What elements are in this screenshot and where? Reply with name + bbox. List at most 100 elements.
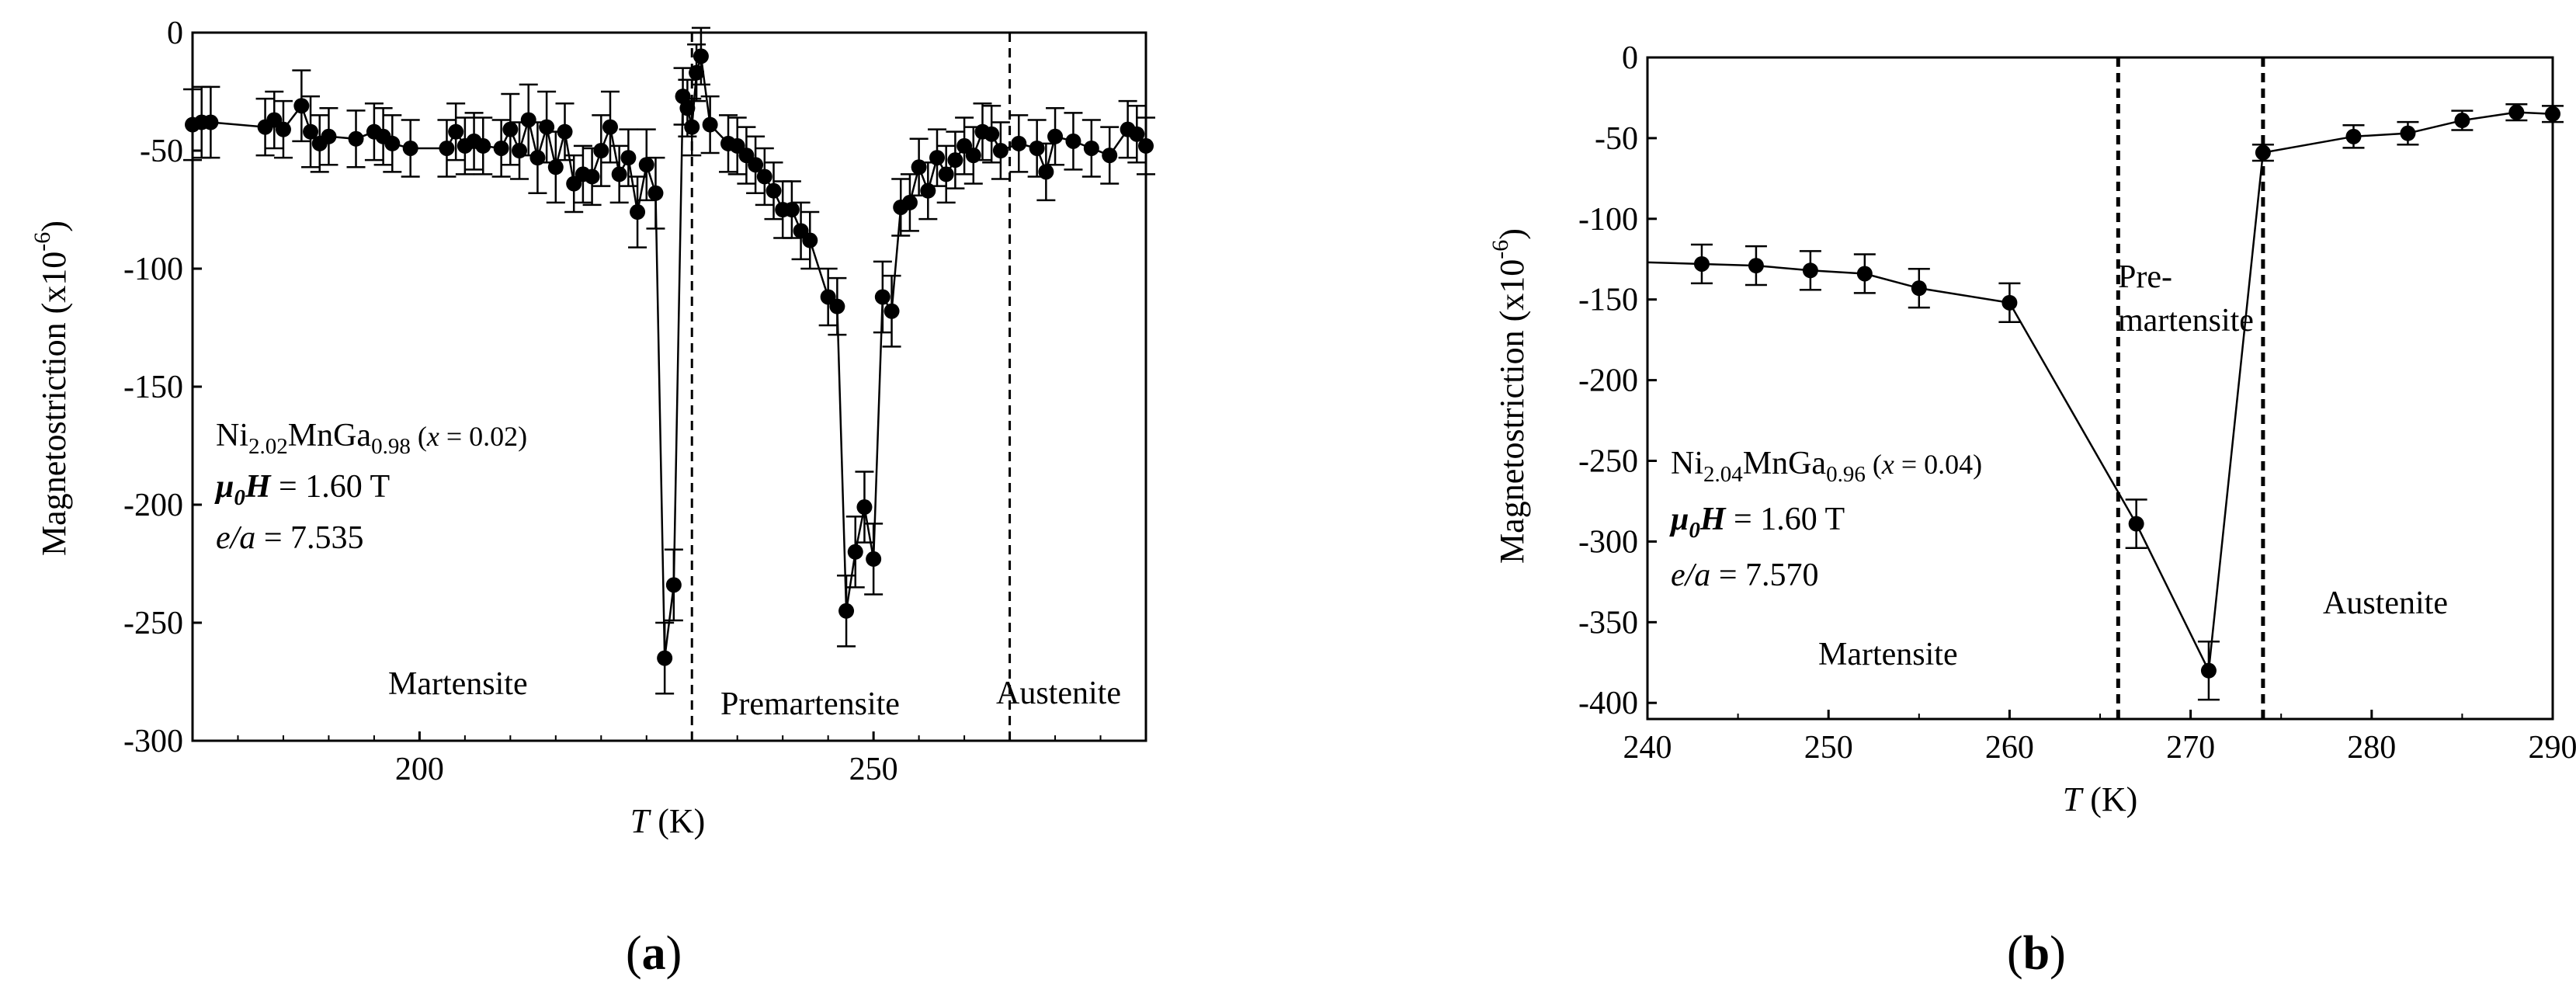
panel-b-data-point	[2255, 144, 2271, 161]
panel-a-label: (a)	[626, 927, 682, 980]
panel-b-marks	[1647, 57, 2564, 719]
panel-b-label-close: )	[2050, 927, 2066, 980]
panel-b-x-tick-label: 250	[1804, 730, 1853, 766]
panel-b-comp-base1: Ni	[1671, 446, 1703, 481]
panel-a-data-point	[303, 123, 319, 140]
panel-a-data-point	[547, 159, 564, 175]
panel-a-data-point	[847, 544, 863, 560]
panel-b-comp-base2: MnGa	[1743, 446, 1827, 481]
panel-a-ea-rest: = 7.535	[255, 520, 363, 556]
panel-b-x-axis-var: T	[2063, 780, 2085, 818]
panel-a-comp-note-rest: = 0.02)	[439, 421, 527, 452]
panel-a-data-point	[693, 48, 709, 64]
panel-b-ticks: 0 -50 -100 -150 -200 -250 -300 -350 -400 240 250 26…	[1578, 40, 2576, 766]
panel-b-data-point	[2128, 516, 2144, 532]
panel-b-data-point	[2454, 113, 2470, 129]
panel-b-y-tick-label: -200	[1578, 363, 1638, 399]
panel-a-data-point	[439, 140, 455, 156]
panel-a-x-axis-title: T (K)	[630, 802, 706, 840]
panel-a-data-point	[838, 603, 855, 619]
panel-a-data-point	[638, 157, 654, 173]
panel-a-label-close: )	[666, 927, 682, 980]
panel-b: 0 -50 -100 -150 -200 -250 -300 -350 -400 240 250 26…	[1488, 40, 2576, 980]
panel-b-field-mu: μ	[1669, 502, 1689, 537]
panel-b-field-sub: 0	[1689, 518, 1700, 543]
panel-b-data-point	[2200, 662, 2217, 679]
panel-b-y-axis-title-close: )	[1493, 228, 1531, 240]
panel-a-y-tick-label: -50	[140, 134, 183, 169]
panel-a-data-point	[584, 168, 600, 185]
panel-a-data-point	[630, 204, 646, 221]
panel-a-data-point	[901, 194, 918, 210]
panel-b-comp-note-rest: = 0.04)	[1894, 449, 1982, 480]
panel-b-y-tick-label: -150	[1578, 283, 1638, 318]
panel-a-region-martensite: Martensite	[388, 666, 528, 702]
panel-b-comp-sub2: 0.96	[1826, 462, 1866, 487]
panel-b-x-tick-label: 240	[1623, 730, 1672, 766]
panel-a-data-point	[657, 650, 673, 666]
panel-a-data-point	[602, 119, 618, 135]
panel-a-data-point	[866, 551, 882, 567]
panel-b-region-austenite: Austenite	[2323, 585, 2448, 621]
panel-a: 0 -50 -100 -150 -200 -250 -300 200 250 Magnetost…	[30, 16, 1155, 980]
panel-a-data-point	[766, 182, 782, 199]
panel-a-composition: Ni2.02MnGa0.98 (x = 0.02)	[216, 418, 527, 459]
panel-a-y-axis-title-close: )	[35, 221, 73, 232]
panel-b-x-axis-title: T (K)	[2063, 780, 2138, 818]
panel-a-data-point	[748, 157, 764, 173]
panel-a-data-point	[938, 166, 954, 182]
panel-a-data-point	[756, 168, 772, 185]
panel-b-data-point	[2345, 128, 2362, 144]
panel-a-region-premartensite: Premartensite	[720, 686, 900, 722]
panel-a-data-point	[684, 119, 700, 135]
panel-b-region-pre: Pre-	[2118, 259, 2172, 295]
panel-b-comp-note-open: (	[1866, 449, 1882, 480]
panel-b-data-point	[1693, 255, 1710, 272]
panel-a-data-point	[593, 143, 609, 158]
panel-a-data-point	[856, 499, 873, 516]
panel-a-data-point	[1102, 148, 1118, 164]
panel-a-y-tick-label: 0	[167, 16, 183, 51]
panel-a-data-point	[647, 185, 664, 201]
panel-b-y-tick-label: -50	[1595, 121, 1638, 157]
panel-a-comp-note-open: (	[411, 421, 427, 452]
panel-b-label-letter: b	[2023, 927, 2050, 980]
panel-b-ea-var: e/a	[1671, 558, 1710, 593]
panel-b-y-axis-title: Magnetostriction (x10-6)	[1488, 228, 1531, 564]
panel-a-field-rest: = 1.60 T	[271, 469, 391, 505]
panel-a-data-point	[1083, 140, 1099, 156]
panel-a-data-point	[475, 137, 491, 154]
panel-b-y-tick-label: -100	[1578, 202, 1638, 238]
panel-a-x-tick-label: 250	[849, 752, 898, 787]
panel-a-region-austenite: Austenite	[996, 676, 1121, 711]
panel-b-label: (b)	[2007, 927, 2066, 980]
panel-a-data-point	[384, 135, 401, 151]
panel-a-y-tick-label: -200	[123, 488, 183, 523]
panel-b-y-tick-label: 0	[1622, 40, 1638, 76]
panel-b-x-tick-label: 290	[2529, 730, 2576, 766]
panel-a-data-point	[947, 152, 963, 168]
panel-a-data-point	[829, 298, 845, 314]
panel-b-data-point	[1802, 262, 1818, 279]
panel-b-field: μ0H = 1.60 T	[1669, 502, 1845, 543]
panel-a-data-point	[620, 150, 637, 166]
panel-a-ea-var: e/a	[216, 520, 255, 556]
panel-a-data-point	[293, 98, 310, 114]
panel-b-region-martensite2: martensite	[2118, 303, 2254, 339]
panel-b-field-h: H	[1699, 502, 1727, 537]
panel-a-y-tick-label: -100	[123, 252, 183, 287]
panel-b-data-point	[2001, 294, 2018, 311]
panel-a-y-tick-label: -300	[123, 724, 183, 759]
panel-b-x-axis-unit: (K)	[2081, 780, 2137, 818]
panel-a-x-tick-label: 200	[395, 752, 444, 787]
panel-a-data-point	[611, 166, 627, 182]
panel-a-data-point	[348, 130, 364, 147]
panel-a-data-point	[884, 303, 900, 319]
panel-a-data-point	[520, 112, 536, 128]
panel-a-data-point	[665, 577, 682, 593]
panel-a-data-point	[557, 123, 573, 140]
panel-b-composition: Ni2.04MnGa0.96 (x = 0.04)	[1671, 446, 1982, 487]
panel-a-comp-base2: MnGa	[288, 418, 372, 453]
panel-a-marks	[183, 26, 1155, 741]
